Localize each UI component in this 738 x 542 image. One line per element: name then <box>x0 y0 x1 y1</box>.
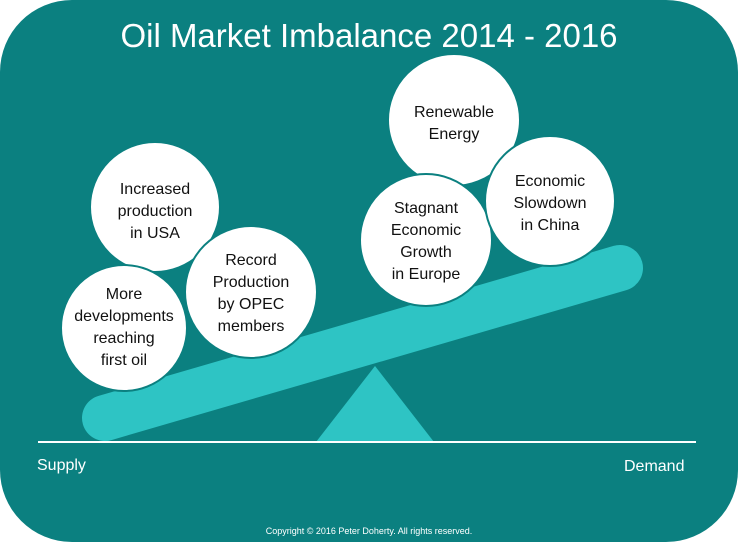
diagram-title: Oil Market Imbalance 2014 - 2016 <box>0 14 738 58</box>
demand-factor-renewable: Renewable Energy <box>394 102 514 146</box>
demand-label: Demand <box>624 457 684 477</box>
supply-factor-opec: Record Production by OPEC members <box>191 250 311 338</box>
supply-factor-usa: Increased production in USA <box>95 179 215 245</box>
fulcrum-triangle <box>316 366 434 442</box>
supply-label: Supply <box>37 456 86 476</box>
copyright-notice: Copyright © 2016 Peter Doherty. All righ… <box>0 524 738 538</box>
demand-factor-china: Economic Slowdown in China <box>490 171 610 237</box>
supply-factor-first-oil: More developments reaching first oil <box>62 284 186 372</box>
demand-factor-europe: Stagnant Economic Growth in Europe <box>366 198 486 286</box>
